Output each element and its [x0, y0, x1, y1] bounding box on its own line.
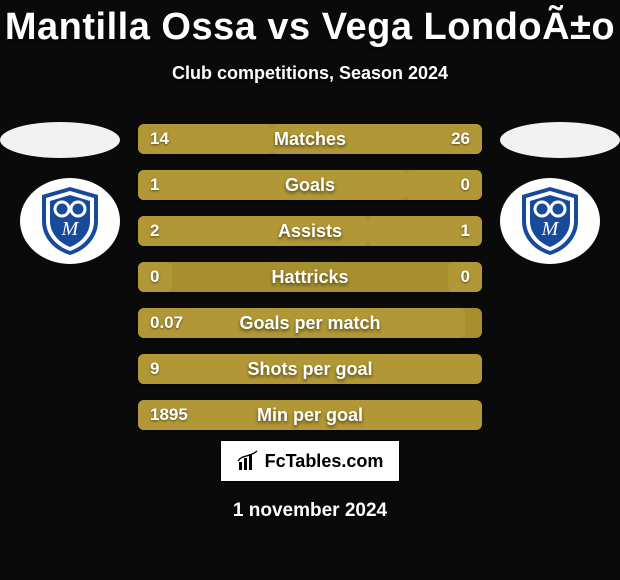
stat-row: 1895Min per goal: [138, 400, 482, 430]
value-right: 0: [449, 262, 482, 292]
comparison-card: Mantilla Ossa vs Vega LondoÃ±o Club comp…: [0, 0, 620, 580]
comparison-bars: 1426Matches10Goals21Assists00Hattricks0.…: [138, 124, 482, 446]
club-crest-left: M: [20, 178, 120, 264]
chart-icon: [237, 450, 259, 472]
shield-icon: M: [36, 185, 104, 257]
stat-row: 0 0Hattricks: [138, 262, 482, 292]
value-right: 26: [439, 124, 482, 154]
stat-row: 10Goals: [138, 170, 482, 200]
value-left: 0: [138, 262, 171, 292]
value-left: 9: [138, 354, 171, 384]
subtitle: Club competitions, Season 2024: [0, 63, 620, 84]
date-label: 1 november 2024: [0, 500, 620, 522]
value-left: 0.07: [138, 308, 195, 338]
shield-icon: M: [516, 185, 584, 257]
value-right: 1: [449, 216, 482, 246]
bar-segment-left: [138, 170, 406, 200]
player-photo-right: [500, 122, 620, 158]
bar-segment-left: [138, 216, 368, 246]
value-left: 2: [138, 216, 171, 246]
stat-row: 21Assists: [138, 216, 482, 246]
brand-badge[interactable]: FcTables.com: [220, 440, 400, 482]
metric-label: Hattricks: [138, 262, 482, 292]
svg-text:M: M: [61, 218, 80, 240]
value-right: 0: [449, 170, 482, 200]
value-left: 1: [138, 170, 171, 200]
player-photo-left: [0, 122, 120, 158]
value-left: 14: [138, 124, 181, 154]
value-left: 1895: [138, 400, 200, 430]
brand-text: FcTables.com: [265, 451, 384, 472]
svg-text:M: M: [541, 218, 560, 240]
stat-row: 1426Matches: [138, 124, 482, 154]
stat-row: 0.07Goals per match: [138, 308, 482, 338]
stat-row: 9Shots per goal: [138, 354, 482, 384]
club-crest-right: M: [500, 178, 600, 264]
bar-segment-left: [138, 354, 482, 384]
page-title: Mantilla Ossa vs Vega LondoÃ±o: [0, 0, 620, 49]
